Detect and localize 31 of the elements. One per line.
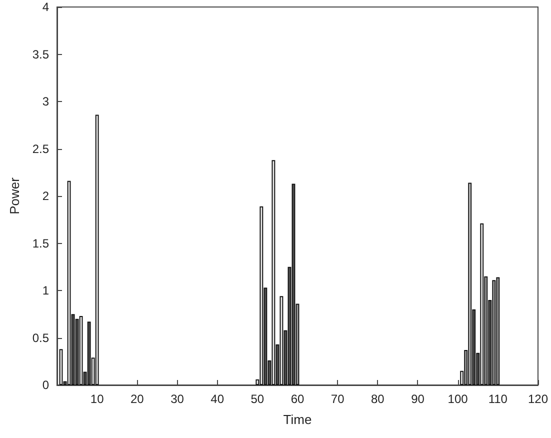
bar bbox=[95, 114, 99, 385]
x-tick-label: 30 bbox=[170, 392, 184, 406]
bar bbox=[272, 160, 276, 385]
y-tick-label: 2.5 bbox=[32, 142, 50, 156]
x-tick-label: 60 bbox=[290, 392, 304, 406]
x-tick-label: 20 bbox=[130, 392, 144, 406]
y-tick-label: 1 bbox=[42, 284, 50, 298]
bar bbox=[468, 182, 472, 385]
x-tick-label: 90 bbox=[411, 392, 425, 406]
x-tick-label: 100 bbox=[448, 392, 468, 406]
y-tick-label: 4 bbox=[42, 0, 50, 14]
x-axis-title: Time bbox=[283, 412, 312, 427]
bar bbox=[492, 280, 496, 385]
bar bbox=[79, 316, 83, 385]
x-tick-label: 70 bbox=[330, 392, 345, 406]
x-tick-label: 10 bbox=[90, 392, 104, 406]
x-tick-label: 120 bbox=[528, 392, 548, 406]
bar bbox=[496, 277, 500, 385]
x-tick-label: 110 bbox=[488, 392, 508, 406]
y-tick-label: 0.5 bbox=[32, 330, 50, 345]
x-tick-label: 40 bbox=[210, 392, 224, 406]
y-tick-label: 3 bbox=[42, 94, 50, 108]
y-tick-label: 1.5 bbox=[32, 236, 50, 250]
y-axis-title: Power bbox=[7, 176, 22, 214]
y-tick-label: 2 bbox=[42, 189, 50, 203]
bar bbox=[480, 223, 484, 385]
bar bbox=[260, 206, 264, 385]
x-tick-label: 80 bbox=[370, 392, 385, 406]
y-tick-label: 0 bbox=[42, 378, 50, 392]
x-tick-label: 50 bbox=[250, 392, 264, 406]
y-tick-label: 3.5 bbox=[32, 47, 50, 62]
